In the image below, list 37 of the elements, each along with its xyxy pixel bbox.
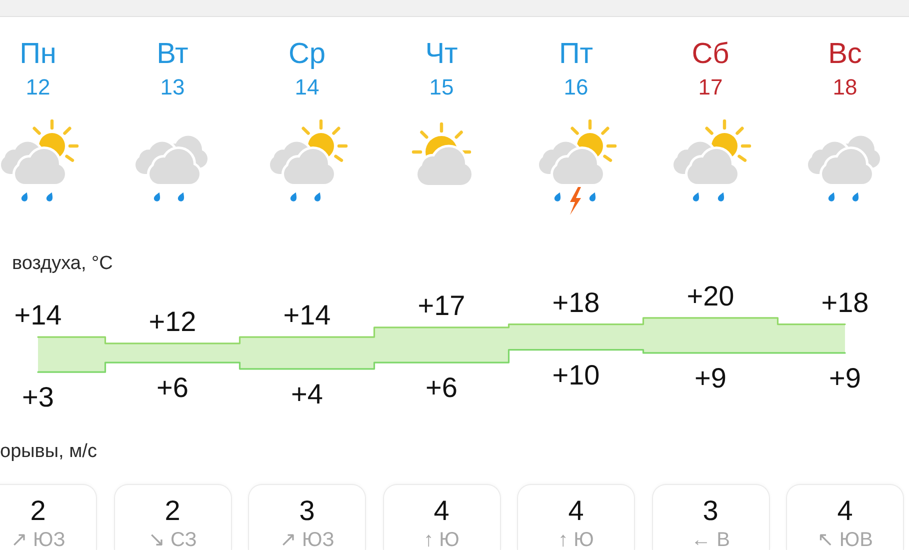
data-label: +17 — [418, 290, 466, 321]
data-label: 2 — [164, 495, 180, 526]
data-label: +14 — [14, 300, 62, 331]
data-label: 2 — [30, 495, 46, 526]
data-label: +10 — [552, 359, 600, 390]
x-tick-label: Вт 13 — [156, 38, 188, 100]
data-label: +18 — [821, 286, 869, 318]
text: ← В — [691, 529, 730, 550]
data-label: +3 — [22, 382, 54, 413]
x-tick-label: Пн 12 — [20, 38, 56, 100]
text: орывы, м/с — [0, 441, 97, 463]
data-label: +9 — [829, 362, 861, 394]
data-label: 4 — [568, 495, 584, 526]
text: ↖ ЮВ — [817, 529, 873, 550]
x-tick-label: Чт 15 — [425, 38, 458, 100]
chart-title: воздуха, °C — [12, 253, 113, 274]
data-label: +6 — [426, 372, 458, 404]
data-label: +9 — [694, 362, 726, 394]
data-label: +4 — [291, 378, 323, 410]
text: ↗ ЮЗ — [280, 529, 334, 550]
x-tick-label: Сб 17 — [692, 38, 730, 100]
text: ↑ Ю — [558, 529, 594, 550]
x-tick-label: Вс 18 — [828, 38, 862, 100]
text: ↘ СЗ — [148, 529, 197, 550]
data-label: +20 — [686, 280, 734, 312]
text: ↑ Ю — [424, 529, 460, 550]
data-label: 4 — [837, 495, 853, 526]
data-label: +14 — [283, 300, 331, 331]
x-tick-label: Пт 16 — [558, 38, 594, 100]
data-label: +18 — [552, 286, 600, 318]
x-tick-label: Ср 14 — [288, 38, 326, 100]
data-label: +12 — [148, 306, 196, 337]
data-label: +6 — [156, 372, 188, 404]
text: ↗ ЮЗ — [10, 529, 66, 550]
data-label: 3 — [702, 495, 718, 526]
data-label: 3 — [299, 495, 315, 526]
data-label: 4 — [434, 495, 450, 526]
